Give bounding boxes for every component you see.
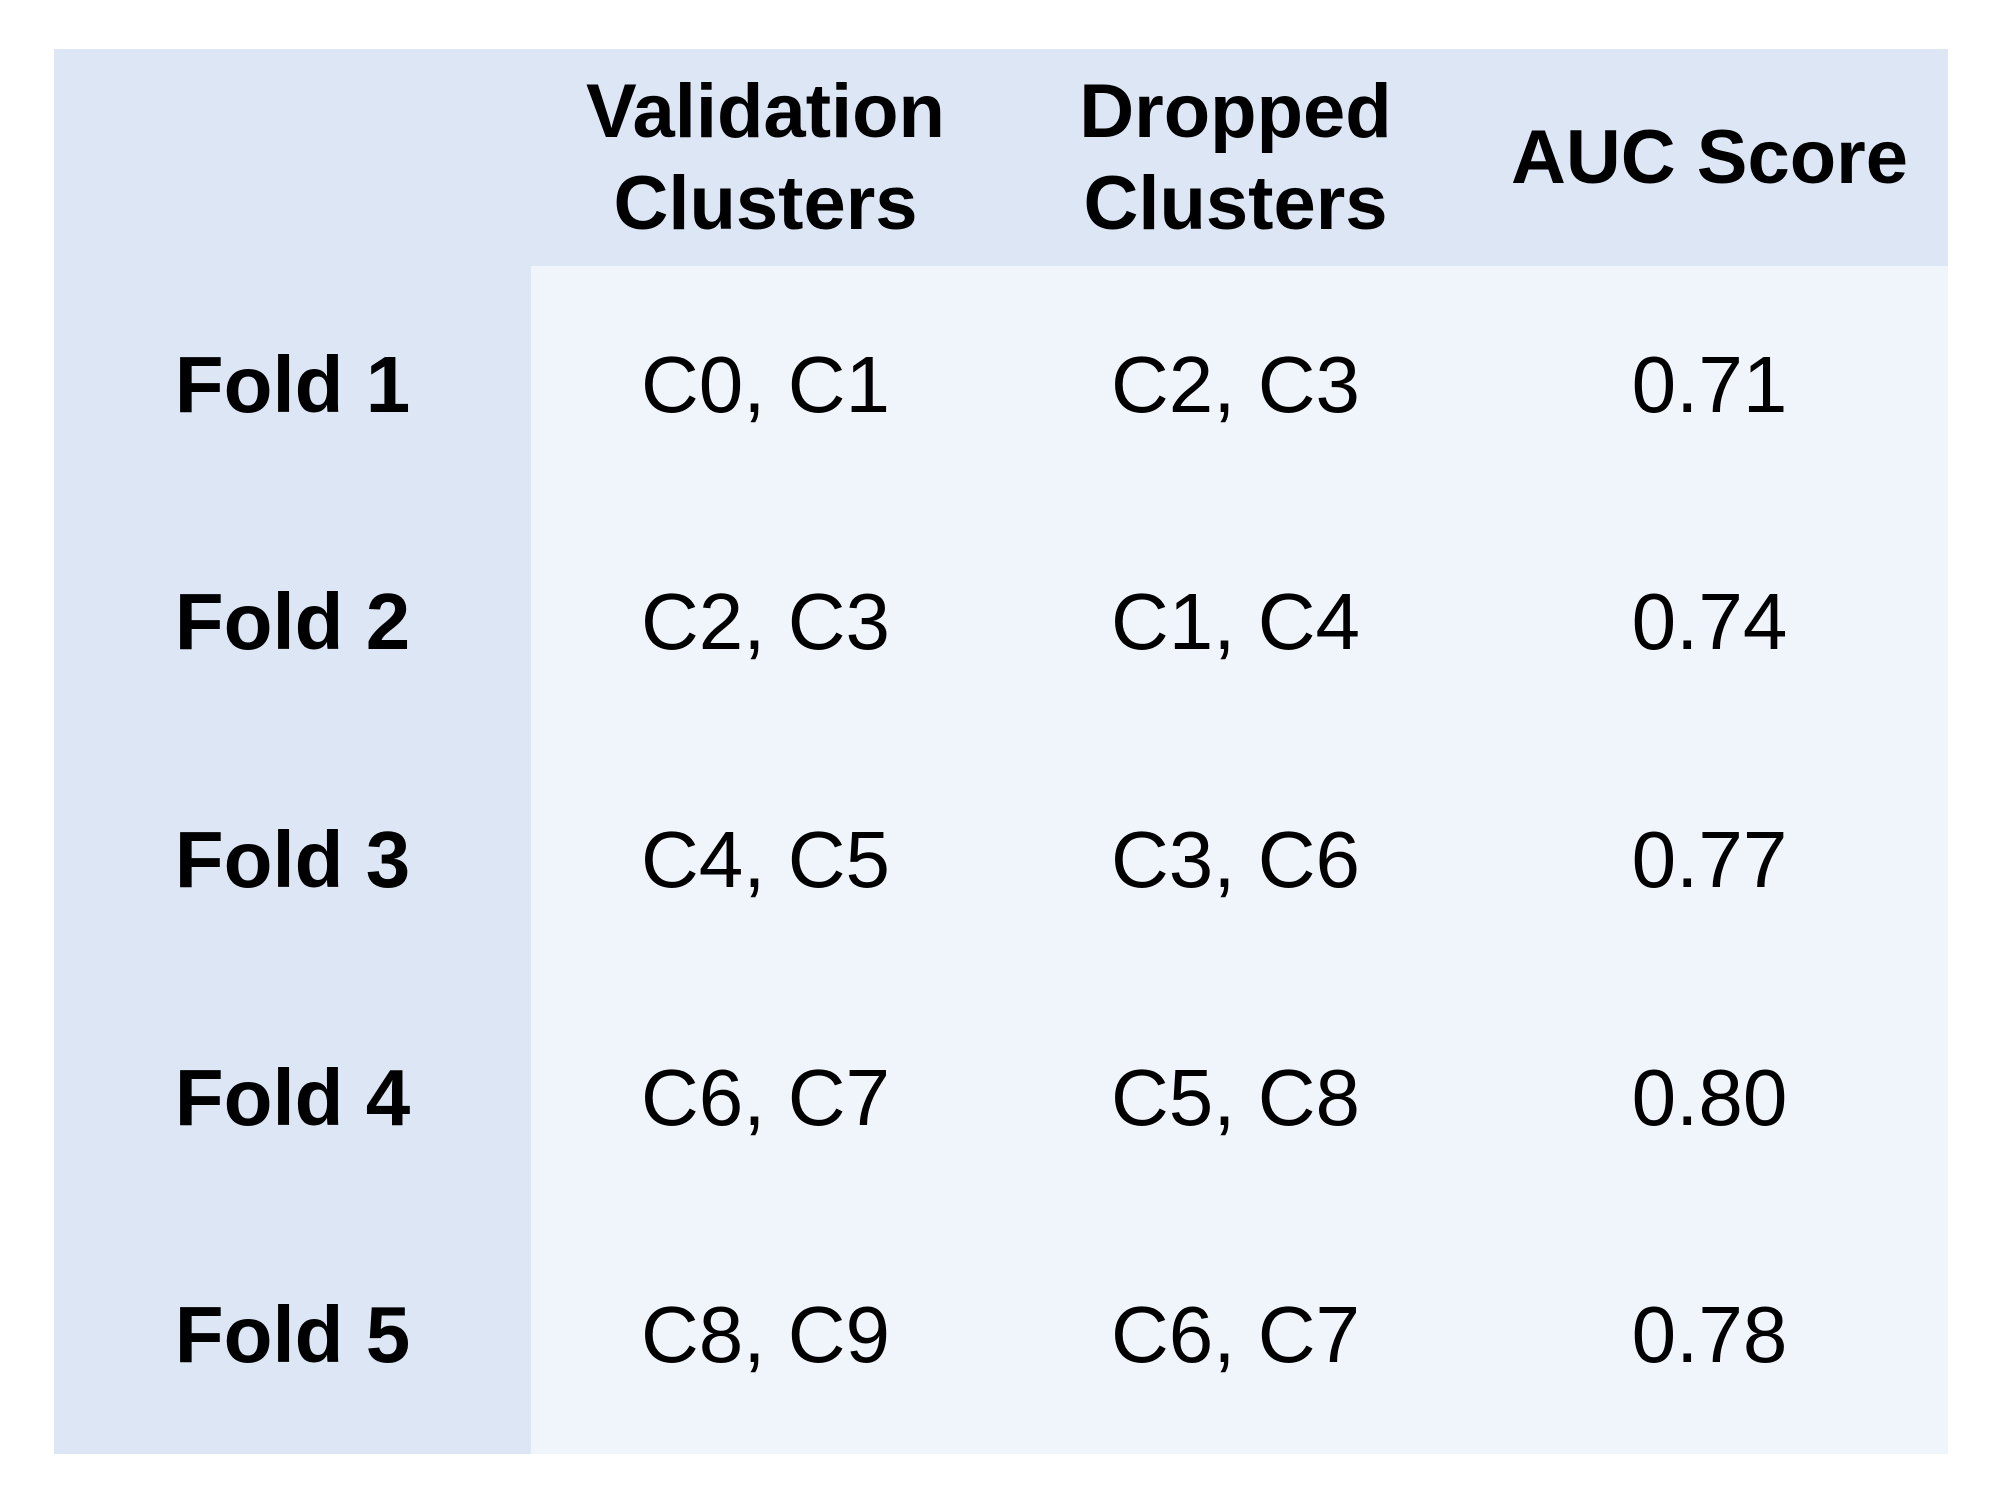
table-cell: C2, C3 — [531, 503, 1000, 742]
table-cell: 0.71 — [1471, 266, 1948, 504]
header-cell: AUC Score — [1471, 49, 1948, 266]
table-body: Fold 1 C0, C1 C2, C3 0.71 Fold 2 C2, C3 C1, C4… — [54, 266, 1948, 1454]
table-cell: C2, C3 — [1000, 266, 1471, 504]
table-row: Fold 3 C4, C5 C3, C6 0.77 — [54, 741, 1948, 979]
table-row: Fold 5 C8, C9 C6, C7 0.78 — [54, 1216, 1948, 1454]
row-label: Fold 5 — [54, 1216, 531, 1454]
row-label: Fold 3 — [54, 741, 531, 979]
row-label: Fold 4 — [54, 978, 531, 1217]
header-row: Validation Clusters Dropped Clusters AUC… — [54, 49, 1948, 266]
table-cell: 0.77 — [1471, 741, 1948, 979]
table-row: Fold 2 C2, C3 C1, C4 0.74 — [54, 503, 1948, 742]
table-cell: C5, C8 — [1000, 978, 1471, 1217]
table-cell: C1, C4 — [1000, 503, 1471, 742]
table-cell: C4, C5 — [531, 741, 1000, 979]
table-cell: C6, C7 — [531, 978, 1000, 1217]
table-cell: 0.80 — [1471, 978, 1948, 1217]
header-cell: Validation Clusters — [531, 49, 1000, 266]
table-cell: 0.78 — [1471, 1216, 1948, 1454]
table-row: Fold 1 C0, C1 C2, C3 0.71 — [54, 266, 1948, 504]
table-cell: C0, C1 — [531, 266, 1000, 504]
table-cell: C3, C6 — [1000, 741, 1471, 979]
header-cell: Dropped Clusters — [1000, 49, 1471, 266]
table-header: Validation Clusters Dropped Clusters AUC… — [54, 49, 1948, 266]
table-cell: C8, C9 — [531, 1216, 1000, 1454]
table-cell: C6, C7 — [1000, 1216, 1471, 1454]
row-label: Fold 2 — [54, 503, 531, 742]
table-cell: 0.74 — [1471, 503, 1948, 742]
row-label: Fold 1 — [54, 266, 531, 504]
results-table: Validation Clusters Dropped Clusters AUC… — [54, 49, 1948, 1454]
table-row: Fold 4 C6, C7 C5, C8 0.80 — [54, 978, 1948, 1217]
corner-cell — [54, 49, 531, 266]
